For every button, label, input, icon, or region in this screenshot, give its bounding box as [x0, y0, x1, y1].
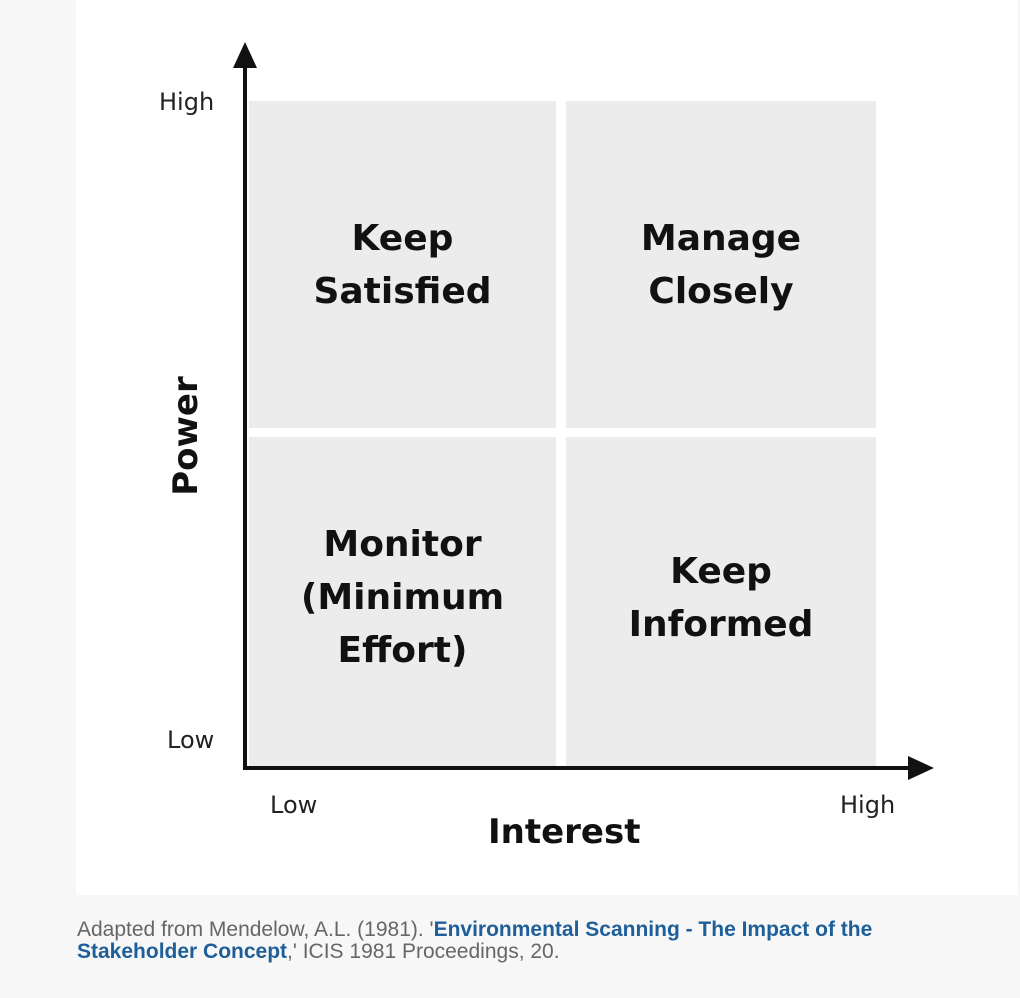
y-axis-title: Power	[166, 376, 206, 496]
quadrant-keep-informed: Keep Informed	[566, 437, 876, 766]
x-tick-low: Low	[270, 791, 318, 819]
quadrant-manage-closely: Manage Closely	[566, 101, 876, 428]
figure-caption: Adapted from Mendelow, A.L. (1981). 'Env…	[77, 919, 997, 963]
y-tick-low: Low	[167, 726, 215, 754]
quadrant-keep-satisfied: Keep Satisfied	[249, 101, 556, 428]
quadrant-label-keep-informed: Keep Informed	[628, 550, 814, 645]
caption-source-link[interactable]: Environmental Scanning - The Impact of t…	[77, 918, 873, 963]
y-tick-high: High	[159, 88, 215, 116]
quadrant-label-manage-closely: Manage Closely	[640, 217, 802, 312]
y-axis-arrow-icon	[233, 42, 257, 68]
x-axis-title: Interest	[488, 812, 641, 852]
caption-prefix: Adapted from Mendelow, A.L. (1981). '	[77, 918, 434, 941]
x-tick-high: High	[840, 791, 896, 819]
x-axis-arrow-icon	[908, 756, 934, 780]
quadrant-label-monitor: Monitor (Minimum Effort)	[300, 524, 505, 671]
quadrant-label-keep-satisfied: Keep Satisfied	[313, 217, 492, 312]
caption-suffix: ,' ICIS 1981 Proceedings, 20.	[287, 940, 560, 963]
quadrant-monitor: Monitor (Minimum Effort)	[249, 437, 556, 766]
